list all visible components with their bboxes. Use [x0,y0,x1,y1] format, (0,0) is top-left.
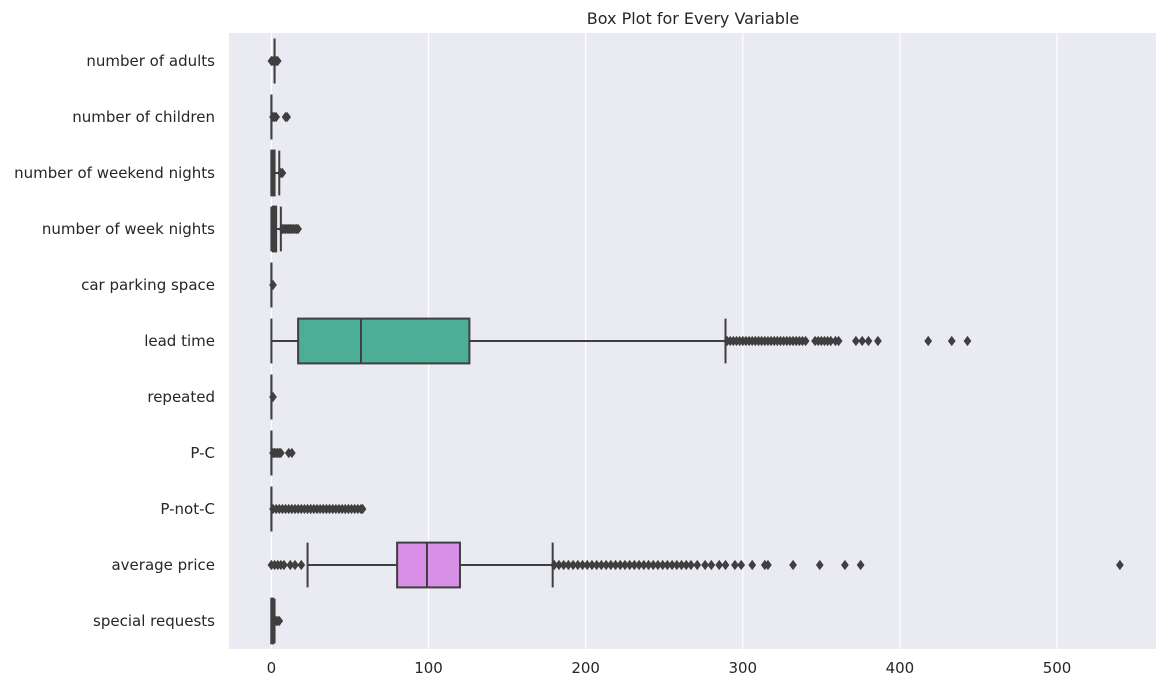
x-tick-label: 500 [1043,659,1072,677]
outlier-point [924,335,933,347]
outlier-point [294,223,303,235]
outlier-point [269,279,277,291]
box-number-of-adults [267,38,282,84]
outlier-point [731,559,739,571]
outlier-point [721,559,730,571]
outlier-point [693,559,702,571]
box-number-of-children [269,94,292,140]
outlier-point [276,447,285,459]
box-number-of-week-nights [270,205,303,253]
x-tick-label: 200 [571,659,600,677]
chart-title: Box Plot for Every Variable [587,9,800,28]
box-number-of-weekend-nights [270,149,287,197]
box-lead-time [270,317,972,365]
y-tick-label: P-C [190,444,215,462]
y-tick-label: P-not-C [160,500,215,518]
outlier-point [815,559,824,571]
box-layer [267,38,1124,645]
outlier-point [287,447,296,459]
x-tick-label: 100 [414,659,443,677]
box-p-not-c [269,486,367,532]
y-tick-label: number of week nights [42,220,215,238]
box-average-price [267,541,1124,589]
x-tick-label: 0 [267,659,277,677]
x-tick-label: 400 [886,659,915,677]
outlier-point [841,559,849,571]
outlier-point [701,559,709,571]
y-tick-label: car parking space [81,276,215,294]
y-tick-label: special requests [93,612,215,630]
y-tick-label: average price [111,556,215,574]
outlier-point [864,335,873,347]
outlier-point [272,111,281,123]
outlier-point [715,559,724,571]
y-tick-label: number of weekend nights [14,164,215,182]
outlier-point [834,335,843,347]
outlier-point [852,335,860,347]
y-tick-label: repeated [147,388,215,406]
iqr-box-average-price [396,541,461,589]
outlier-point [707,559,716,571]
outlier-point [858,335,867,347]
outlier-point [737,559,746,571]
outlier-point [269,391,277,403]
outlier-point [856,559,865,571]
y-axis-tick-labels: number of adults number of children number… [14,52,215,630]
outlier-point [275,615,284,627]
box-p-c [269,430,296,476]
outlier-point [687,559,695,571]
outlier-point [297,559,306,571]
outlier-point [273,55,282,67]
outlier-point [1115,559,1124,571]
outlier-point [801,335,810,347]
outlier-point [874,335,882,347]
outlier-point [764,559,772,571]
x-axis-tick-labels: 0 100 200 300 400 500 [267,659,1072,677]
outlier-point [748,559,757,571]
outlier-point [278,167,287,179]
outlier-point [963,335,972,347]
box-special-requests [270,597,284,645]
iqr-box-lead-time [297,317,471,365]
outlier-point [291,559,299,571]
y-tick-label: number of adults [86,52,215,70]
x-tick-label: 300 [728,659,757,677]
outlier-point [280,559,288,571]
box-repeated [269,374,277,420]
outlier-point [789,559,797,571]
y-tick-label: lead time [144,332,215,350]
y-tick-label: number of children [72,108,215,126]
outlier-point [283,111,292,123]
box-car-parking-space [269,262,277,308]
outlier-point [947,335,956,347]
outlier-point [358,503,367,515]
